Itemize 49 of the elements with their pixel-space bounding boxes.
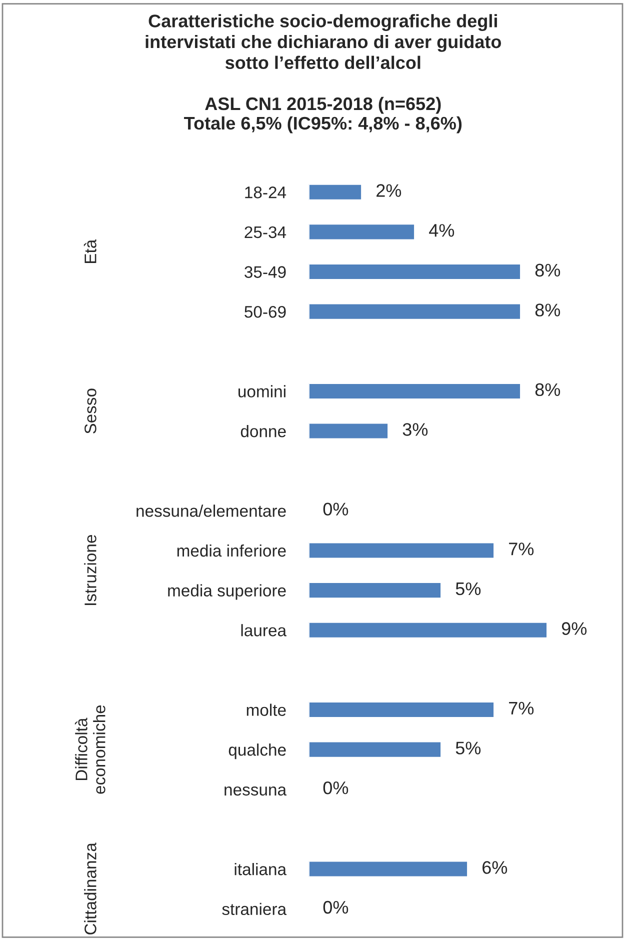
data-label: 6%	[482, 861, 508, 874]
bar	[308, 860, 468, 878]
y-tick-label: qualche	[228, 744, 286, 760]
data-label: 0%	[323, 900, 348, 914]
data-label: 4%	[429, 224, 454, 237]
data-label: 7%	[509, 542, 534, 556]
y-tick-label: 18-24	[245, 186, 286, 198]
data-label: 7%	[509, 702, 534, 715]
bar	[308, 422, 389, 440]
y-tick-label: media superiore	[168, 584, 286, 600]
data-label: 3%	[402, 423, 428, 436]
bar	[308, 740, 442, 758]
chart-subtitle: ASL CN1 2015-2018 (n=652) Totale 6,5% (IC95%: 4,8% - 8,6%)	[184, 96, 462, 134]
bar	[308, 263, 522, 280]
data-label: 8%	[535, 383, 560, 396]
chart-title: Caratteristiche socio-demografiche degli intervistati che dichiarano di aver guidato sotto l’effetto dell’alcol	[146, 14, 502, 70]
y-tick-label: nessuna/elementare	[136, 504, 286, 517]
data-label: 8%	[535, 264, 560, 277]
bar	[308, 582, 442, 599]
data-label: 5%	[456, 742, 481, 754]
bar	[308, 542, 495, 560]
bar	[308, 701, 495, 718]
y-tick-label: 35-49	[244, 266, 286, 278]
data-label: 0%	[323, 781, 348, 794]
y-tick-label: 50-69	[244, 306, 286, 318]
y-tick-label: italiana	[234, 863, 287, 876]
y-tick-label: 25-34	[244, 226, 286, 238]
data-label: 0%	[323, 502, 348, 516]
y-tick-label: straniera	[222, 902, 287, 916]
text: Sesso	[84, 388, 96, 434]
text: Difficoltà economiche	[74, 705, 106, 794]
bar	[308, 223, 416, 241]
data-label: 8%	[535, 304, 560, 316]
text: Istruzione	[84, 535, 96, 605]
data-label: 5%	[456, 582, 481, 596]
bar	[308, 621, 548, 639]
bar	[308, 302, 522, 320]
bar	[308, 183, 362, 201]
text: Età	[84, 239, 96, 263]
data-label: 9%	[562, 622, 587, 635]
data-label: 2%	[376, 184, 402, 197]
y-tick-label: media inferiore	[177, 544, 286, 557]
y-tick-label: nessuna	[224, 786, 287, 796]
text: Cittadinanza	[84, 842, 96, 934]
y-tick-label: laurea	[241, 624, 287, 636]
bar	[308, 382, 522, 400]
y-tick-label: molte	[246, 704, 286, 716]
y-tick-label: donne	[240, 424, 286, 438]
y-tick-label: uomini	[238, 385, 286, 398]
